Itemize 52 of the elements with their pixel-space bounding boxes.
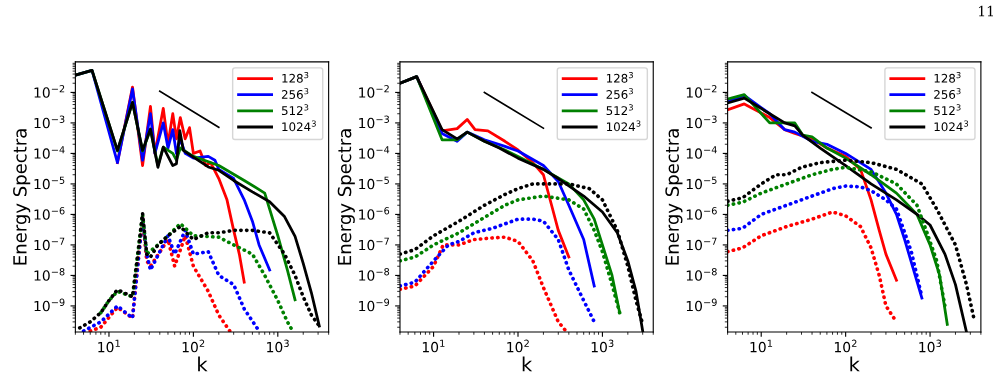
y-tick-label: 10$^{−8}$ [686, 268, 717, 281]
y-tick-label: 10$^{−2}$ [34, 85, 65, 98]
x-axis-title: k [522, 356, 533, 372]
y-tick-label: 10$^{−4}$ [34, 146, 65, 159]
y-tick-label: 10$^{−6}$ [34, 207, 65, 220]
y-tick-label: 10$^{−9}$ [359, 298, 390, 312]
y-tick-label: 10$^{−8}$ [34, 268, 65, 281]
y-tick-label: 10$^{−5}$ [34, 176, 65, 190]
x-tick-label: 10$^{1}$ [750, 339, 773, 353]
y-tick-label: 10$^{−4}$ [359, 146, 390, 159]
legend-label: 512$^{3}$ [934, 104, 961, 116]
y-tick-label: 10$^{−7}$ [686, 237, 717, 251]
legend-label: 1024$^{3}$ [934, 120, 969, 132]
y-axis-title: Energy Spectra [337, 129, 355, 265]
y-tick-label: 10$^{−7}$ [359, 237, 389, 251]
x-tick-label: 10$^{1}$ [98, 339, 120, 353]
legend-label: 256$^{3}$ [281, 88, 309, 99]
x-axis-title: k [198, 356, 208, 372]
legend-label: 128$^{3}$ [606, 71, 633, 83]
y-tick-label: 10$^{−2}$ [686, 85, 717, 98]
y-tick-label: 10$^{−3}$ [34, 115, 65, 129]
y-tick-label: 10$^{−7}$ [34, 237, 65, 251]
y-tick-label: 10$^{−9}$ [34, 298, 65, 312]
y-tick-label: 10$^{−6}$ [686, 207, 717, 220]
legend-label: 128$^{3}$ [282, 71, 309, 83]
legend-label: 512$^{3}$ [606, 104, 633, 116]
x-tick-label: 10$^{2}$ [507, 339, 529, 353]
text: 11 [978, 5, 993, 17]
y-tick-label: 10$^{−2}$ [359, 85, 389, 98]
x-axis-title: k [850, 356, 860, 372]
y-tick-label: 10$^{−3}$ [686, 115, 717, 129]
y-tick-label: 10$^{−9}$ [686, 298, 717, 312]
x-tick-label: 10$^{1}$ [422, 339, 445, 353]
x-tick-label: 10$^{2}$ [182, 339, 205, 353]
legend-label: 256$^{3}$ [606, 88, 633, 99]
y-tick-label: 10$^{−4}$ [686, 146, 717, 159]
x-tick-label: 10$^{3}$ [919, 339, 942, 353]
y-tick-label: 10$^{−5}$ [686, 176, 717, 190]
legend-label: 128$^{3}$ [934, 71, 961, 83]
y-axis-title: Energy Spectra [13, 129, 31, 265]
y-tick-label: 10$^{−5}$ [359, 176, 389, 190]
legend-label: 512$^{3}$ [281, 104, 309, 116]
legend-label: 256$^{3}$ [934, 88, 961, 99]
y-tick-label: 10$^{−3}$ [359, 115, 389, 129]
x-tick-label: 10$^{3}$ [591, 339, 614, 353]
x-tick-label: 10$^{3}$ [267, 339, 289, 353]
legend-label: 1024$^{3}$ [282, 120, 316, 132]
y-tick-label: 10$^{−6}$ [359, 207, 390, 220]
x-tick-label: 10$^{2}$ [834, 339, 857, 353]
y-axis-title: Energy Spectra [665, 129, 683, 265]
legend-label: 1024$^{3}$ [606, 120, 641, 132]
y-tick-label: 10$^{−8}$ [359, 268, 390, 281]
